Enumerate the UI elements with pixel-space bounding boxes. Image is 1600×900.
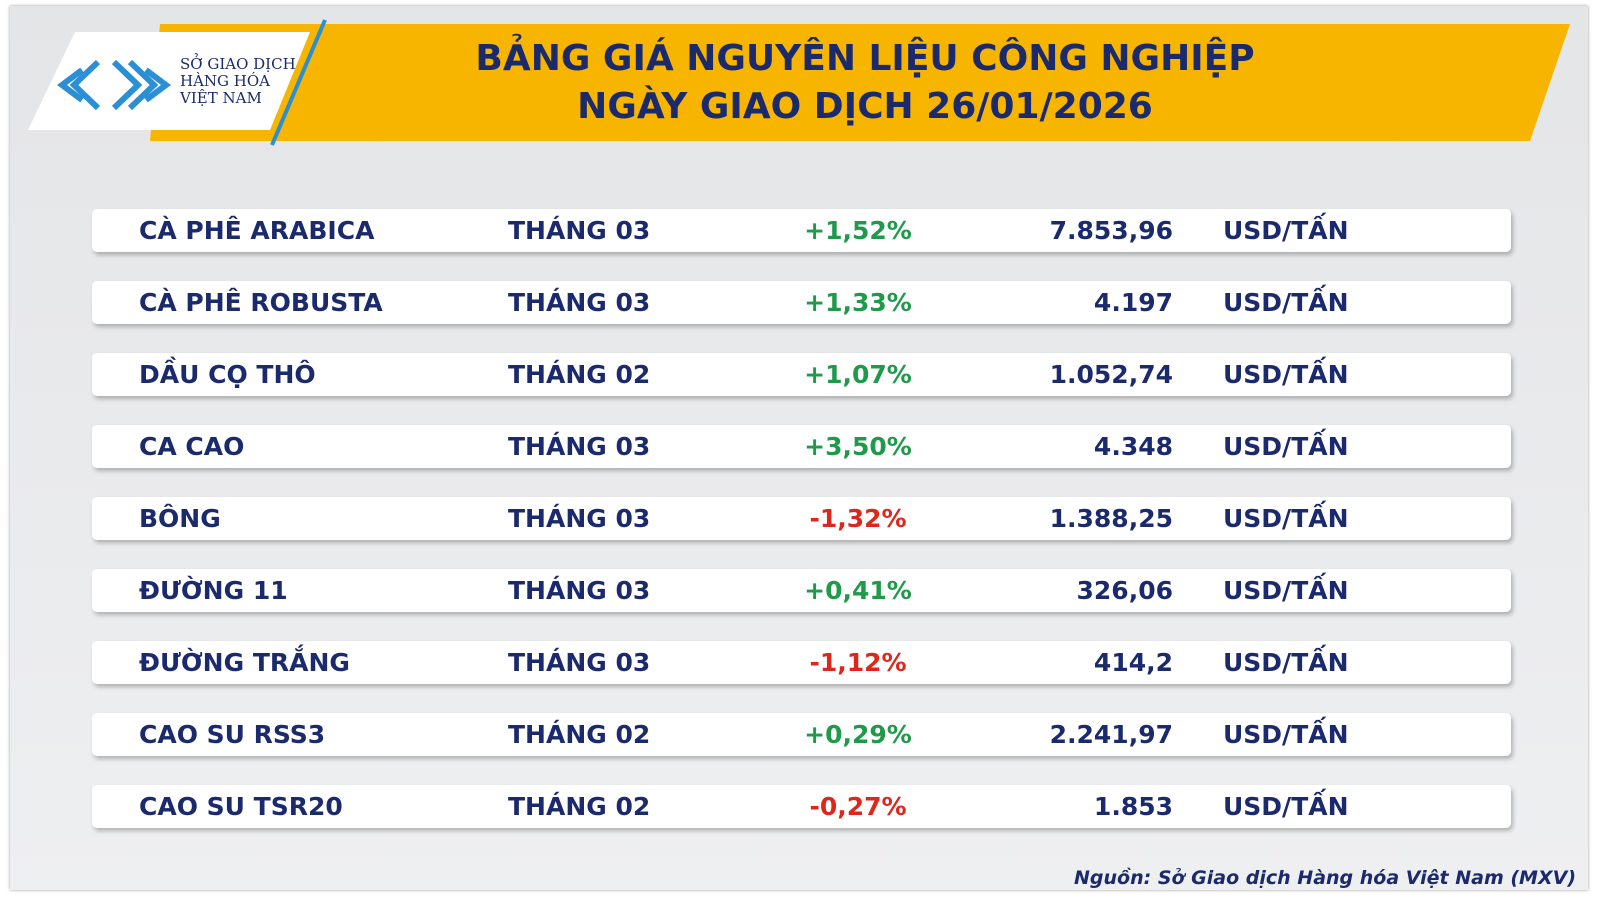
price: 4.197: [1093, 288, 1173, 317]
unit: USD/TẤN: [1223, 216, 1349, 245]
commodity: ĐƯỜNG TRẮNG: [139, 648, 350, 677]
change: -0,27%: [809, 792, 907, 821]
contract-month: THÁNG 02: [508, 360, 651, 389]
change: +3,50%: [804, 432, 912, 461]
table-row: CÀ PHÊ ROBUSTA THÁNG 03 +1,33% 4.197 USD/TẤN: [92, 281, 1511, 324]
unit: USD/TẤN: [1223, 288, 1349, 317]
unit: USD/TẤN: [1223, 720, 1349, 749]
price: 1.853: [1093, 792, 1173, 821]
table-row: ĐƯỜNG TRẮNG THÁNG 03 -1,12% 414,2 USD/TẤN: [92, 641, 1511, 684]
price: 4.348: [1093, 432, 1173, 461]
commodity: CAO SU TSR20: [139, 792, 343, 821]
source: Nguồn: Sở Giao dịch Hàng hóa Việt Nam (M…: [1074, 867, 1576, 889]
price: 1.388,25: [1049, 504, 1173, 533]
change: -1,12%: [809, 648, 907, 677]
commodity: DẦU CỌ THÔ: [139, 360, 316, 389]
unit: USD/TẤN: [1223, 432, 1349, 461]
table-row: ĐƯỜNG 11 THÁNG 03 +0,41% 326,06 USD/TẤN: [92, 569, 1511, 612]
change: -1,32%: [809, 504, 907, 533]
unit: USD/TẤN: [1223, 504, 1349, 533]
change: +1,33%: [804, 288, 912, 317]
contract-month: THÁNG 02: [508, 792, 651, 821]
table-row: DẦU CỌ THÔ THÁNG 02 +1,07% 1.052,74 USD/TẤN: [92, 353, 1511, 396]
logo-line: HÀNG HÓA: [180, 72, 270, 90]
contract-month: THÁNG 03: [508, 504, 651, 533]
unit: USD/TẤN: [1223, 576, 1349, 605]
table-row: CA CAO THÁNG 03 +3,50% 4.348 USD/TẤN: [92, 425, 1511, 468]
table-row: BÔNG THÁNG 03 -1,32% 1.388,25 USD/TẤN: [92, 497, 1511, 540]
contract-month: THÁNG 02: [508, 720, 651, 749]
logo-line: VIỆT NAM: [180, 89, 262, 107]
commodity: CA CAO: [139, 432, 245, 461]
price: 1.052,74: [1049, 360, 1173, 389]
unit: USD/TẤN: [1223, 360, 1349, 389]
contract-month: THÁNG 03: [508, 216, 651, 245]
table-row: CÀ PHÊ ARABICA THÁNG 03 +1,52% 7.853,96 USD/…: [92, 209, 1511, 252]
subtitle: NGÀY GIAO DỊCH 26/01/2026: [577, 86, 1153, 127]
price: 414,2: [1093, 648, 1173, 677]
change: +0,41%: [804, 576, 912, 605]
price: 7.853,96: [1049, 216, 1173, 245]
commodity: CAO SU RSS3: [139, 720, 326, 749]
commodity: CÀ PHÊ ARABICA: [139, 216, 375, 245]
table-row: CAO SU RSS3 THÁNG 02 +0,29% 2.241,97 USD/TẤN: [92, 713, 1511, 756]
price: 2.241,97: [1049, 720, 1173, 749]
table-row: CAO SU TSR20 THÁNG 02 -0,27% 1.853 USD/TẤN: [92, 785, 1511, 828]
contract-month: THÁNG 03: [508, 648, 651, 677]
unit: USD/TẤN: [1223, 792, 1349, 821]
logo-text: SỞ GIAO DỊCH HÀNG HÓA VIỆT NAM: [180, 56, 296, 107]
change: +1,52%: [804, 216, 912, 245]
contract-month: THÁNG 03: [508, 576, 651, 605]
commodity: ĐƯỜNG 11: [139, 576, 288, 605]
title: BẢNG GIÁ NGUYÊN LIỆU CÔNG NGHIỆP: [475, 38, 1255, 79]
price: 326,06: [1076, 576, 1173, 605]
commodity: CÀ PHÊ ROBUSTA: [139, 288, 383, 317]
logo-line: SỞ GIAO DỊCH: [180, 55, 296, 73]
change: +1,07%: [804, 360, 912, 389]
contract-month: THÁNG 03: [508, 288, 651, 317]
commodity: BÔNG: [139, 504, 221, 533]
unit: USD/TẤN: [1223, 648, 1349, 677]
change: +0,29%: [804, 720, 912, 749]
contract-month: THÁNG 03: [508, 432, 651, 461]
header-graphics: [28, 19, 1570, 146]
